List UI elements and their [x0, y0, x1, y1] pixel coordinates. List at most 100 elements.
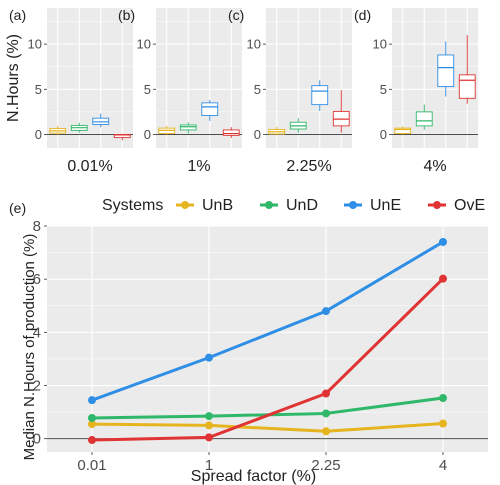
legend-label: UnE — [370, 197, 401, 214]
panel-label: (e) — [9, 200, 26, 216]
xtick-label: 2.25 — [311, 457, 340, 474]
legend-key-point — [181, 201, 189, 209]
series-line — [91, 277, 445, 442]
box-und — [289, 118, 307, 133]
ytick-label: 4 — [33, 324, 41, 341]
box-rect — [394, 127, 412, 134]
panel-label: (a) — [9, 7, 26, 23]
box-unb — [49, 125, 67, 136]
series-une — [88, 237, 447, 405]
panel-label: (d) — [354, 7, 371, 23]
data-point — [439, 419, 447, 428]
ytick-label: 10 — [373, 37, 387, 52]
line-panel: 0 2 4 6 8 0.01 1 2.25 4 (e) Spread factor (%) Media… — [9, 200, 488, 485]
box-panel: 0 5 10(c) 2.25% — [228, 7, 352, 175]
box-unb — [268, 126, 286, 136]
legend-label: UnD — [286, 197, 318, 214]
data-point — [322, 427, 330, 436]
data-point — [439, 394, 447, 403]
box-une — [437, 41, 455, 97]
legend-item-une: UnE — [344, 197, 401, 214]
box-une — [92, 113, 110, 128]
box-panel: 0 5 10(b) 1% — [118, 7, 242, 175]
ytick-label: 2 — [33, 378, 41, 395]
box-ove — [113, 134, 131, 141]
legend-key-point — [349, 201, 357, 209]
xtick-label: 4 — [439, 457, 447, 474]
box-panel-background — [266, 8, 352, 148]
box-ove — [332, 90, 350, 133]
box-rect — [458, 74, 476, 99]
panel-label: (c) — [228, 7, 244, 23]
box-xlabel: 2.25% — [286, 158, 331, 175]
box-rect — [311, 85, 329, 106]
series-ove — [88, 274, 447, 445]
box-rect — [222, 129, 240, 136]
data-point — [439, 237, 447, 246]
data-point — [88, 436, 96, 445]
box-une — [311, 80, 329, 111]
ytick-label: 10 — [247, 37, 261, 52]
series-unb — [88, 419, 447, 436]
data-point — [88, 413, 96, 422]
legend-label: UnB — [202, 197, 233, 214]
box-panel-background — [47, 8, 133, 148]
legend-item-und: UnD — [260, 197, 318, 214]
ytick-label: 5 — [144, 82, 151, 97]
ytick-label: 0 — [380, 127, 387, 142]
legend-item-unb: UnB — [176, 197, 233, 214]
line-xlabel: Spread factor (%) — [191, 468, 316, 485]
panel-label: (b) — [118, 7, 135, 23]
box-ylabel: N.Hours (%) — [5, 34, 22, 122]
ytick-label: 5 — [380, 82, 387, 97]
legend-key-point — [265, 201, 273, 209]
ytick-label: 10 — [137, 37, 151, 52]
legend-title: Systems — [102, 197, 163, 214]
legend-key-point — [433, 201, 441, 209]
data-point — [439, 274, 447, 283]
data-point — [205, 412, 213, 421]
ytick-label: 0 — [254, 127, 261, 142]
xtick-label: 0.01 — [77, 457, 106, 474]
box-unb — [158, 125, 176, 136]
xtick-label: 1 — [205, 457, 213, 474]
box-xlabel: 0.01% — [67, 158, 112, 175]
box-rect — [201, 102, 219, 116]
box-ove — [458, 35, 476, 104]
data-point — [322, 409, 330, 418]
ytick-label: 6 — [33, 271, 41, 288]
box-ove — [222, 127, 240, 139]
box-rect — [415, 111, 433, 127]
box-panel: 0 5 10(a) 0.01% — [9, 7, 133, 175]
ytick-label: 10 — [28, 37, 42, 52]
ytick-label: 0 — [33, 431, 41, 448]
ytick-label: 8 — [33, 218, 41, 235]
ytick-label: 5 — [35, 82, 42, 97]
box-und — [415, 104, 433, 130]
box-unb — [394, 126, 412, 136]
data-point — [88, 420, 96, 429]
legend-label: OvE — [454, 197, 485, 214]
box-und — [179, 122, 197, 134]
box-panel: 0 5 10(d) 4% — [354, 7, 478, 175]
ytick-label: 5 — [254, 82, 261, 97]
data-point — [205, 433, 213, 442]
data-point — [205, 353, 213, 362]
box-xlabel: 1% — [187, 158, 210, 175]
line-ylabel: Median N.Hours of production (%) — [21, 234, 38, 461]
series-line — [91, 240, 444, 402]
box-und — [70, 122, 88, 133]
legend: Systems UnB UnD UnE OvE — [102, 197, 485, 214]
ytick-label: 0 — [144, 127, 151, 142]
series-line — [91, 422, 444, 433]
data-point — [322, 307, 330, 316]
legend-item-ove: OvE — [428, 197, 485, 214]
box-rect — [179, 124, 197, 131]
box-panel-background — [156, 8, 242, 148]
data-point — [322, 389, 330, 398]
data-point — [205, 421, 213, 430]
box-rect — [437, 54, 455, 88]
box-xlabel: 4% — [423, 158, 446, 175]
box-une — [201, 100, 219, 121]
